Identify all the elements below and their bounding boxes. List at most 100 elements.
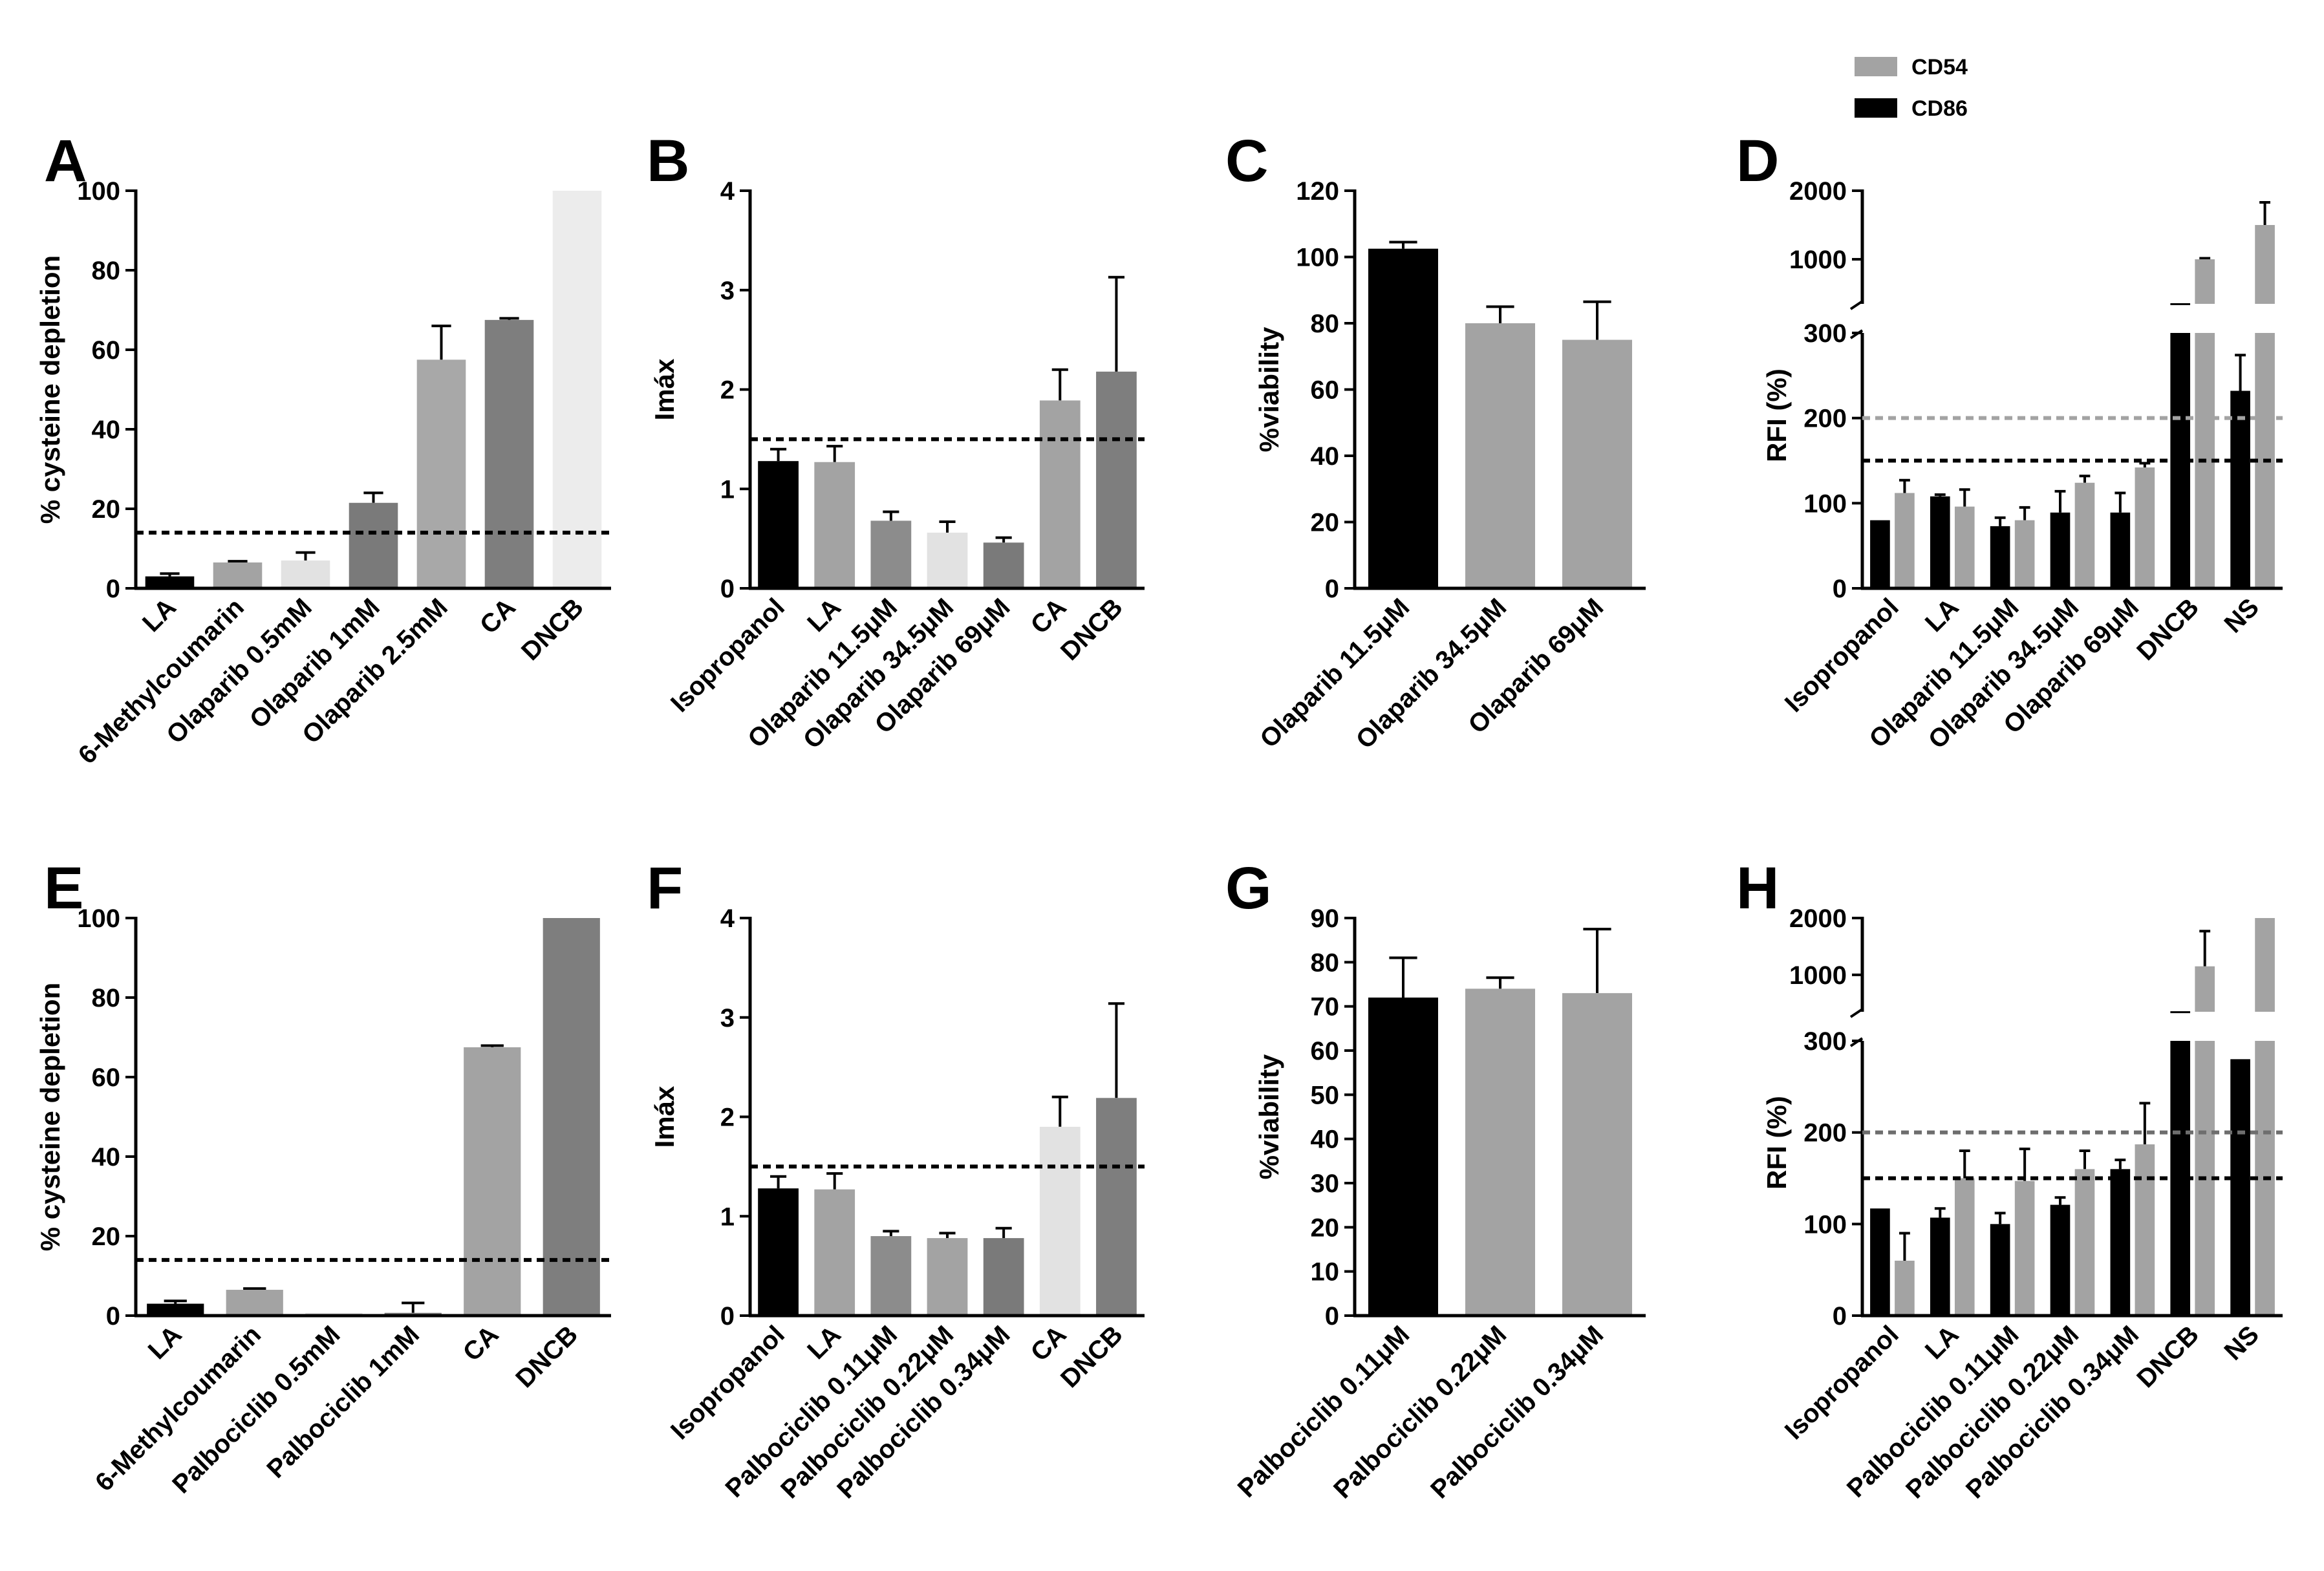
axis-break-upper-d — [1849, 300, 1864, 310]
y-tick-label-c-0: 0 — [1325, 575, 1339, 603]
category-label-g-1: Palbociclib 0.22μM — [1328, 1320, 1512, 1504]
category-label-h-0: Isopropanol — [1780, 1320, 1904, 1445]
bar-f-2 — [870, 1236, 912, 1316]
y-tick-label-c-4: 80 — [1311, 310, 1340, 338]
y-tick-label-f-0: 0 — [720, 1302, 735, 1331]
bar-upper-h-cd86-5 — [2170, 1011, 2191, 1014]
category-label-a-6: DNCB — [516, 593, 589, 666]
bar-d-cd86-1 — [1930, 496, 1950, 588]
bar-d-cd86-3 — [2050, 512, 2071, 588]
panel-letter-h: H — [1736, 855, 1779, 921]
y-tick-label-g-3: 30 — [1311, 1170, 1340, 1198]
category-label-b-6: DNCB — [1055, 593, 1128, 666]
y-axis-label-a: % cysteine depletion — [35, 255, 65, 524]
bar-h-cd86-1 — [1930, 1217, 1950, 1316]
y-tick-label-e-4: 80 — [92, 984, 121, 1012]
y-tick-label-h-1: 100 — [1803, 1210, 1847, 1239]
y-tick-label-e-2: 40 — [92, 1143, 121, 1171]
category-label-b-1: LA — [802, 593, 846, 637]
bar-e-5 — [543, 918, 600, 1316]
bar-c-0 — [1368, 248, 1438, 588]
y-tick-label-f-4: 4 — [720, 904, 735, 933]
category-label-d-1: LA — [1920, 593, 1964, 637]
y-tick-label-upper-d-0: 1000 — [1789, 246, 1847, 274]
bar-g-1 — [1465, 989, 1535, 1316]
bar-d-cd86-6 — [2230, 390, 2250, 588]
y-tick-label-g-7: 70 — [1311, 993, 1340, 1021]
category-label-e-5: DNCB — [510, 1320, 583, 1393]
category-label-d-6: NS — [2219, 593, 2265, 638]
bar-f-1 — [814, 1189, 855, 1316]
bar-h-cd86-4 — [2110, 1169, 2131, 1316]
bar-d-cd86-0 — [1870, 520, 1890, 588]
category-label-e-4: CA — [458, 1320, 504, 1367]
y-tick-label-f-1: 1 — [720, 1202, 735, 1231]
y-tick-label-d-0: 0 — [1833, 575, 1847, 603]
bar-e-4 — [464, 1047, 521, 1316]
bar-h-cd54-0 — [1895, 1261, 1915, 1316]
panel-letter-a: A — [44, 128, 87, 194]
y-tick-label-b-3: 3 — [720, 277, 735, 305]
y-axis-label-b: Imáx — [649, 358, 680, 420]
panel-letter-d: D — [1736, 128, 1779, 194]
y-tick-label-e-5: 100 — [77, 904, 120, 933]
category-label-h-6: NS — [2219, 1320, 2265, 1365]
category-label-g-0: Palbociclib 0.11μM — [1232, 1320, 1415, 1503]
y-tick-label-g-1: 10 — [1311, 1258, 1340, 1287]
category-label-b-0: Isopropanol — [665, 593, 790, 718]
category-label-d-0: Isopropanol — [1780, 593, 1904, 718]
bar-f-6 — [1096, 1098, 1137, 1316]
bar-h-cd54-1 — [1954, 1178, 1975, 1316]
y-tick-label-h-2: 200 — [1803, 1119, 1847, 1148]
bar-h-cd86-0 — [1870, 1208, 1890, 1316]
bar-d-cd54-1 — [1954, 506, 1975, 588]
category-label-e-0: LA — [143, 1320, 188, 1365]
panel-letter-g: G — [1225, 855, 1272, 921]
y-tick-label-c-3: 60 — [1311, 376, 1340, 405]
bar-e-1 — [226, 1290, 283, 1316]
y-tick-label-a-1: 20 — [92, 495, 121, 524]
bar-upper-d-cd54-5 — [2195, 259, 2215, 304]
legend-swatch-cd86 — [1855, 98, 1897, 118]
category-label-g-2: Palbociclib 0.34μM — [1425, 1320, 1609, 1504]
bar-upper-d-cd54-6 — [2255, 225, 2275, 304]
bar-b-4 — [983, 542, 1024, 588]
y-axis-label-f: Imáx — [649, 1085, 680, 1148]
y-axis-label-d: RFI (%) — [1761, 369, 1792, 462]
y-tick-label-b-0: 0 — [720, 575, 735, 603]
category-label-d-5: DNCB — [2131, 593, 2204, 666]
y-tick-label-a-2: 40 — [92, 416, 121, 444]
y-axis-label-h: RFI (%) — [1761, 1096, 1792, 1190]
y-tick-label-g-4: 40 — [1311, 1126, 1340, 1154]
bar-b-6 — [1096, 371, 1137, 588]
bar-upper-h-cd54-5 — [2195, 966, 2215, 1012]
y-tick-label-c-6: 120 — [1296, 177, 1339, 206]
bar-h-cd54-4 — [2135, 1144, 2155, 1316]
category-label-e-3: Palbociclib 1mM — [261, 1320, 425, 1484]
y-tick-label-c-5: 100 — [1296, 244, 1339, 272]
category-label-f-0: Isopropanol — [665, 1320, 790, 1445]
y-tick-label-h-3: 300 — [1803, 1027, 1847, 1056]
panel-letter-e: E — [44, 855, 83, 921]
y-tick-label-upper-h-0: 1000 — [1789, 961, 1847, 990]
y-axis-label-e: % cysteine depletion — [35, 983, 65, 1251]
bar-h-cd86-3 — [2050, 1204, 2071, 1316]
bar-f-4 — [983, 1238, 1024, 1316]
y-tick-label-g-8: 80 — [1311, 948, 1340, 977]
legend: CD54 CD86 — [1855, 55, 1968, 121]
legend-swatch-cd54 — [1855, 57, 1897, 76]
y-tick-label-b-1: 1 — [720, 475, 735, 504]
y-tick-label-g-0: 0 — [1325, 1302, 1339, 1331]
bar-c-2 — [1562, 339, 1632, 588]
category-label-a-5: CA — [475, 593, 521, 639]
y-tick-label-e-0: 0 — [106, 1302, 120, 1331]
bar-d-cd54-2 — [2014, 520, 2035, 588]
bar-f-5 — [1039, 1126, 1081, 1316]
y-tick-label-g-5: 50 — [1311, 1081, 1340, 1109]
